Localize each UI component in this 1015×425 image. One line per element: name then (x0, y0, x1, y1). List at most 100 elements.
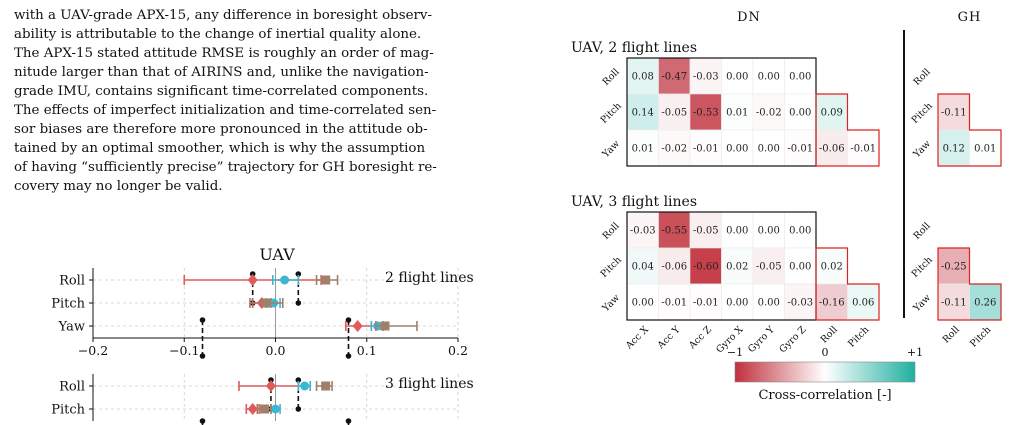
cell-value: -0.03 (630, 226, 656, 237)
data-point-square (261, 298, 271, 308)
row-label: Yaw (911, 139, 933, 161)
paragraph-line: covery may no longer be valid. (14, 179, 223, 194)
heatmap-cell (784, 93, 817, 131)
x-tick-label: 0.1 (357, 343, 377, 358)
cell-value: -0.47 (661, 72, 687, 83)
stem-dot (295, 406, 302, 412)
paragraph-line: The APX-15 stated attitude RMSE is rough… (14, 46, 434, 61)
cell-value: -0.06 (661, 262, 687, 273)
cell-value: 0.00 (726, 226, 748, 237)
column-label: Gyro Z (777, 324, 808, 355)
y-tick-label: Roll (59, 380, 85, 395)
row-label: Yaw (600, 139, 622, 161)
cell-value: 0.00 (789, 72, 811, 83)
y-tick-label: Pitch (51, 297, 85, 312)
block-title: UAV, 3 flight lines (571, 194, 697, 210)
cell-value: 0.06 (852, 298, 874, 309)
paragraph-line: ability is attributable to the change of… (14, 27, 422, 42)
uav-boresight-chart: UAV Roll Pitch Yaw 2 flight lines Roll Pitch 3 … (51, 245, 474, 425)
cell-value: -0.01 (850, 144, 876, 155)
heatmap-cell (689, 93, 722, 131)
cell-value: 0.00 (789, 108, 811, 119)
cell-value: 0.00 (726, 72, 748, 83)
heatmap-cell (658, 283, 691, 321)
cell-value: -0.05 (693, 226, 719, 237)
stem-dot (295, 377, 302, 383)
paragraph-line: of having “sufficiently precise” traject… (14, 160, 437, 175)
cell-value: -0.16 (819, 298, 845, 309)
gh-block-border (937, 93, 1002, 167)
row-label: Pitch (599, 255, 624, 280)
data-point-square (321, 275, 331, 285)
heatmap-cell (721, 211, 754, 249)
cell-value: 0.00 (632, 298, 654, 309)
row-label: Roll (912, 67, 933, 88)
gh-block-border (937, 247, 1002, 321)
cell-value: -0.01 (693, 144, 719, 155)
stem-dot (199, 353, 206, 359)
paragraph-line: nitude larger than that of AIRINS and, u… (14, 65, 429, 80)
data-point-circle (300, 381, 310, 391)
cell-value: 0.00 (758, 144, 780, 155)
cell-value: -0.11 (941, 108, 967, 119)
x-tick-label: −0.1 (169, 343, 199, 358)
paragraph-line: with a UAV-grade APX-15, any difference … (14, 8, 432, 23)
paragraph-line: sor biases are therefore more pronounced… (14, 122, 428, 137)
stem-dot (199, 418, 206, 424)
row-label: Roll (601, 221, 622, 242)
cell-value: 0.09 (821, 108, 843, 119)
y-tick-label: Pitch (51, 403, 85, 418)
cell-value: 0.01 (726, 108, 748, 119)
column-label: Roll (819, 324, 840, 345)
stem-dot (199, 317, 206, 323)
heatmap-cell (969, 129, 1002, 167)
column-label: Roll (941, 324, 962, 345)
x-tick-label: 0.0 (266, 343, 286, 358)
heatmap-cell (658, 57, 691, 95)
cell-value: 0.12 (943, 144, 965, 155)
column-label: Acc Y (655, 324, 683, 352)
heatmap-cell (721, 247, 754, 285)
cell-value: 0.14 (632, 108, 654, 119)
data-point-diamond (352, 320, 363, 332)
cell-value: -0.03 (787, 298, 813, 309)
group-title-dn: DN (737, 10, 761, 25)
colorbar-tick-label: 0 (822, 346, 829, 359)
heatmap-cell (937, 247, 970, 285)
cell-value: -0.02 (756, 108, 782, 119)
column-label: Pitch (846, 324, 871, 349)
heatmap-cell (658, 247, 691, 285)
data-point-square (321, 381, 331, 391)
panel-label: 3 flight lines (385, 376, 474, 392)
data-point-square (260, 404, 270, 414)
row-label: Pitch (910, 101, 935, 126)
heatmap-cell (784, 247, 817, 285)
cell-value: 0.01 (974, 144, 996, 155)
heatmap-cell (721, 93, 754, 131)
boresight-block-border (815, 93, 880, 167)
heatmap-cell (752, 93, 785, 131)
chart-title: UAV (259, 245, 295, 264)
y-tick-label: Yaw (58, 320, 85, 335)
panel-label: 2 flight lines (385, 270, 474, 286)
stem-dot (345, 418, 352, 424)
row-label: Yaw (600, 293, 622, 315)
stem-dot (345, 317, 352, 323)
data-point-diamond (265, 380, 276, 392)
cell-value: 0.00 (758, 226, 780, 237)
heatmap-cell (969, 283, 1002, 321)
heatmap-cell (689, 211, 722, 249)
group-title-gh: GH (958, 10, 982, 25)
heatmap-cell (658, 211, 691, 249)
cell-value: 0.00 (758, 72, 780, 83)
x-tick-label: 0.2 (448, 343, 468, 358)
row-label: Pitch (599, 101, 624, 126)
cell-value: 0.26 (974, 298, 996, 309)
cell-value: -0.53 (693, 108, 719, 119)
boresight-block-border (815, 247, 880, 321)
cell-value: 0.00 (789, 226, 811, 237)
cell-value: 0.02 (726, 262, 748, 273)
stem-dot (295, 271, 302, 277)
row-label: Pitch (910, 255, 935, 280)
data-point-circle (280, 275, 290, 285)
